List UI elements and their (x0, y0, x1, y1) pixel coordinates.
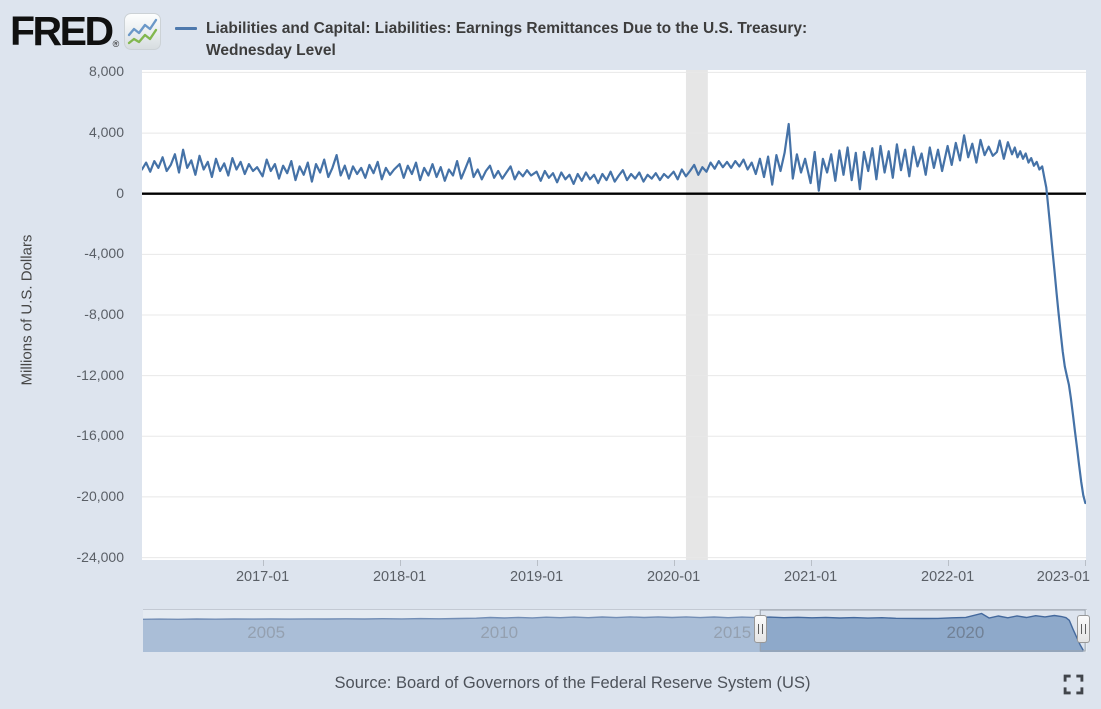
navigator-year-label: 2010 (480, 623, 518, 642)
x-tick-label: 2021-01 (784, 569, 838, 585)
x-tick-mark (536, 560, 538, 566)
main-chart-svg (142, 70, 1086, 560)
date-range-navigator[interactable]: 2005 2010 2015 2020 (143, 609, 1090, 653)
series-legend[interactable]: Liabilities and Capital: Liabilities: Ea… (175, 18, 807, 62)
main-chart-plot-area[interactable] (142, 70, 1086, 560)
fullscreen-button[interactable] (1061, 674, 1085, 698)
x-tick-label: 2018-01 (372, 569, 427, 585)
navigator-left-handle[interactable] (753, 615, 767, 643)
x-tick-label: 2023-01 (1036, 569, 1090, 585)
navigator-right-handle[interactable] (1076, 615, 1090, 643)
x-tick-label: 2022-01 (921, 569, 975, 585)
navigator-year-label: 2020 (946, 623, 984, 642)
fullscreen-icon (1063, 674, 1083, 695)
y-tick-label: -20,000 (76, 487, 124, 504)
fred-logo-text: FRED (10, 8, 114, 54)
navigator-year-label: 2005 (247, 623, 285, 642)
fred-sparkline-icon (124, 13, 162, 50)
handle-grip-icon (757, 624, 763, 634)
series-title: Liabilities and Capital: Liabilities: Ea… (206, 18, 807, 62)
series-title-line1: Liabilities and Capital: Liabilities: Ea… (206, 20, 808, 37)
source-attribution: Source: Board of Governors of the Federa… (334, 674, 811, 692)
x-tick-label: 2019-01 (509, 569, 564, 585)
y-tick-label: -4,000 (84, 245, 124, 262)
y-tick-label: 4,000 (88, 124, 124, 141)
y-tick-label: -8,000 (84, 306, 124, 322)
y-tick-label: -24,000 (76, 548, 124, 565)
y-tick-label: 0 (116, 184, 124, 201)
x-tick-label: 2020-01 (646, 569, 701, 585)
series-line (142, 122, 1086, 505)
y-tick-label: -16,000 (76, 427, 124, 444)
navigator-unselected-mask (143, 610, 761, 652)
y-tick-label: 8,000 (88, 63, 124, 80)
x-tick-mark (399, 560, 401, 566)
x-tick-mark (262, 560, 264, 566)
x-tick-mark (1084, 560, 1086, 566)
navigator-area-fill (143, 613, 1084, 652)
x-tick-mark (947, 560, 949, 566)
navigator-area-line (143, 612, 1084, 651)
series-title-line2: Wednesday Level (206, 42, 336, 59)
y-tick-label: -12,000 (76, 366, 124, 383)
x-tick-mark (673, 560, 675, 566)
series-legend-dash-icon (175, 27, 197, 30)
registered-trademark: ® (112, 39, 120, 49)
x-tick-label: 2017-01 (235, 569, 290, 585)
x-tick-mark (810, 560, 812, 566)
fred-logo[interactable]: FRED ® (10, 8, 162, 54)
handle-grip-icon (1080, 624, 1086, 634)
navigator-svg: 2005 2010 2015 2020 (143, 609, 1087, 652)
navigator-year-label: 2015 (713, 623, 751, 642)
